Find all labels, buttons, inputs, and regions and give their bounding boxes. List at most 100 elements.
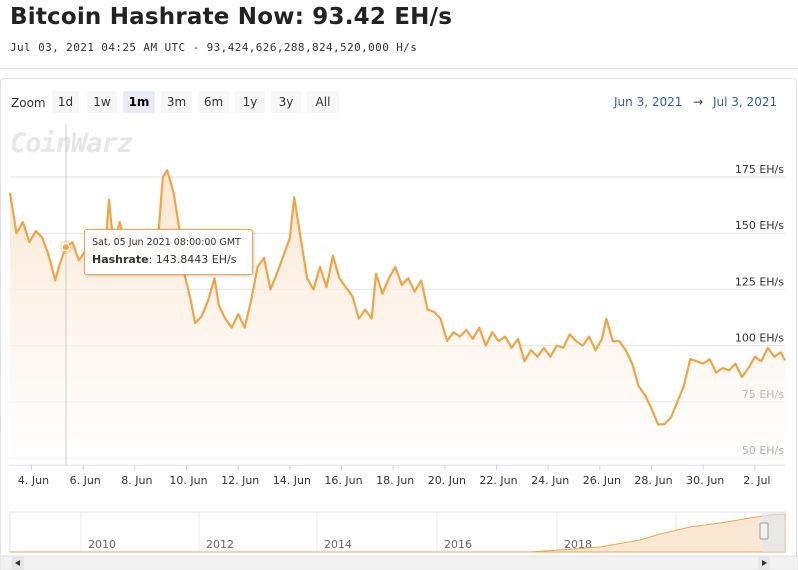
- data-point[interactable]: [426, 308, 430, 312]
- data-point[interactable]: [471, 337, 475, 341]
- data-point[interactable]: [581, 344, 585, 348]
- data-point[interactable]: [193, 321, 197, 325]
- data-point[interactable]: [611, 339, 615, 343]
- data-point[interactable]: [650, 407, 654, 411]
- data-point[interactable]: [269, 287, 273, 291]
- zoom-button-all[interactable]: All: [307, 91, 339, 113]
- data-point[interactable]: [236, 312, 240, 316]
- range-from-input[interactable]: Jun 3, 2021: [614, 95, 683, 109]
- data-point[interactable]: [594, 348, 598, 352]
- data-point[interactable]: [759, 359, 763, 363]
- data-point[interactable]: [413, 290, 417, 294]
- data-point[interactable]: [230, 326, 234, 330]
- data-point[interactable]: [299, 236, 303, 240]
- zoom-button-1y[interactable]: 1y: [235, 91, 265, 113]
- data-point[interactable]: [344, 285, 348, 289]
- zoom-button-1d[interactable]: 1d: [52, 91, 79, 113]
- data-point[interactable]: [325, 285, 329, 289]
- data-point[interactable]: [27, 240, 31, 244]
- data-point[interactable]: [529, 348, 533, 352]
- data-point[interactable]: [217, 303, 221, 307]
- data-point[interactable]: [223, 317, 227, 321]
- data-point[interactable]: [740, 375, 744, 379]
- data-point[interactable]: [165, 168, 169, 172]
- data-point[interactable]: [331, 254, 335, 258]
- data-point[interactable]: [510, 346, 514, 350]
- data-point[interactable]: [47, 254, 51, 258]
- data-point[interactable]: [669, 416, 673, 420]
- data-point[interactable]: [675, 400, 679, 404]
- zoom-button-1m[interactable]: 1m: [123, 91, 155, 113]
- data-point[interactable]: [189, 299, 193, 303]
- data-point[interactable]: [604, 317, 608, 321]
- data-point[interactable]: [161, 175, 165, 179]
- data-point[interactable]: [734, 362, 738, 366]
- data-point[interactable]: [350, 294, 354, 298]
- data-point[interactable]: [288, 236, 292, 240]
- zoom-button-6m[interactable]: 6m: [198, 91, 229, 113]
- data-point[interactable]: [305, 276, 309, 280]
- zoom-button-3y[interactable]: 3y: [271, 91, 301, 113]
- data-point[interactable]: [243, 326, 247, 330]
- data-point[interactable]: [721, 366, 725, 370]
- data-point[interactable]: [370, 317, 374, 321]
- data-point[interactable]: [568, 332, 572, 336]
- data-point[interactable]: [682, 384, 686, 388]
- data-point[interactable]: [380, 292, 384, 296]
- data-point[interactable]: [432, 310, 436, 314]
- data-point[interactable]: [783, 358, 787, 362]
- data-point[interactable]: [701, 362, 705, 366]
- data-point[interactable]: [337, 276, 341, 280]
- data-point[interactable]: [779, 350, 783, 354]
- data-point[interactable]: [206, 299, 210, 303]
- data-point[interactable]: [587, 335, 591, 339]
- data-point[interactable]: [458, 335, 462, 339]
- data-point[interactable]: [77, 258, 81, 262]
- data-point[interactable]: [312, 287, 316, 291]
- data-point[interactable]: [419, 278, 423, 282]
- data-point[interactable]: [600, 337, 604, 341]
- range-to-input[interactable]: Jul 3, 2021: [713, 95, 778, 109]
- data-point[interactable]: [656, 422, 660, 426]
- data-point[interactable]: [630, 362, 634, 366]
- data-point[interactable]: [400, 283, 404, 287]
- data-point[interactable]: [363, 308, 367, 312]
- data-point[interactable]: [464, 328, 468, 332]
- navigator-selection[interactable]: [762, 512, 785, 552]
- data-point[interactable]: [393, 265, 397, 269]
- data-point[interactable]: [118, 220, 122, 224]
- zoom-button-1w[interactable]: 1w: [87, 91, 117, 113]
- data-point[interactable]: [374, 272, 378, 276]
- data-point[interactable]: [445, 339, 449, 343]
- data-point[interactable]: [15, 231, 19, 235]
- data-point[interactable]: [8, 191, 12, 195]
- data-point[interactable]: [213, 276, 217, 280]
- data-point[interactable]: [387, 276, 391, 280]
- data-point[interactable]: [497, 339, 501, 343]
- data-point[interactable]: [256, 265, 260, 269]
- data-point[interactable]: [766, 346, 770, 350]
- data-point[interactable]: [107, 198, 111, 202]
- data-point[interactable]: [21, 220, 25, 224]
- data-point[interactable]: [262, 256, 266, 260]
- data-point[interactable]: [542, 346, 546, 350]
- data-point[interactable]: [753, 355, 757, 359]
- data-point[interactable]: [516, 337, 520, 341]
- data-point[interactable]: [662, 422, 666, 426]
- data-point[interactable]: [708, 357, 712, 361]
- data-point[interactable]: [275, 272, 279, 276]
- data-point[interactable]: [53, 278, 57, 282]
- data-point[interactable]: [34, 229, 38, 233]
- data-point[interactable]: [477, 326, 481, 330]
- data-point[interactable]: [555, 344, 559, 348]
- data-point[interactable]: [58, 263, 62, 267]
- data-point[interactable]: [172, 191, 176, 195]
- data-point[interactable]: [714, 371, 718, 375]
- data-point[interactable]: [746, 366, 750, 370]
- data-point[interactable]: [695, 359, 699, 363]
- data-point[interactable]: [727, 368, 731, 372]
- data-point[interactable]: [574, 339, 578, 343]
- data-point[interactable]: [200, 314, 204, 318]
- data-point[interactable]: [439, 317, 443, 321]
